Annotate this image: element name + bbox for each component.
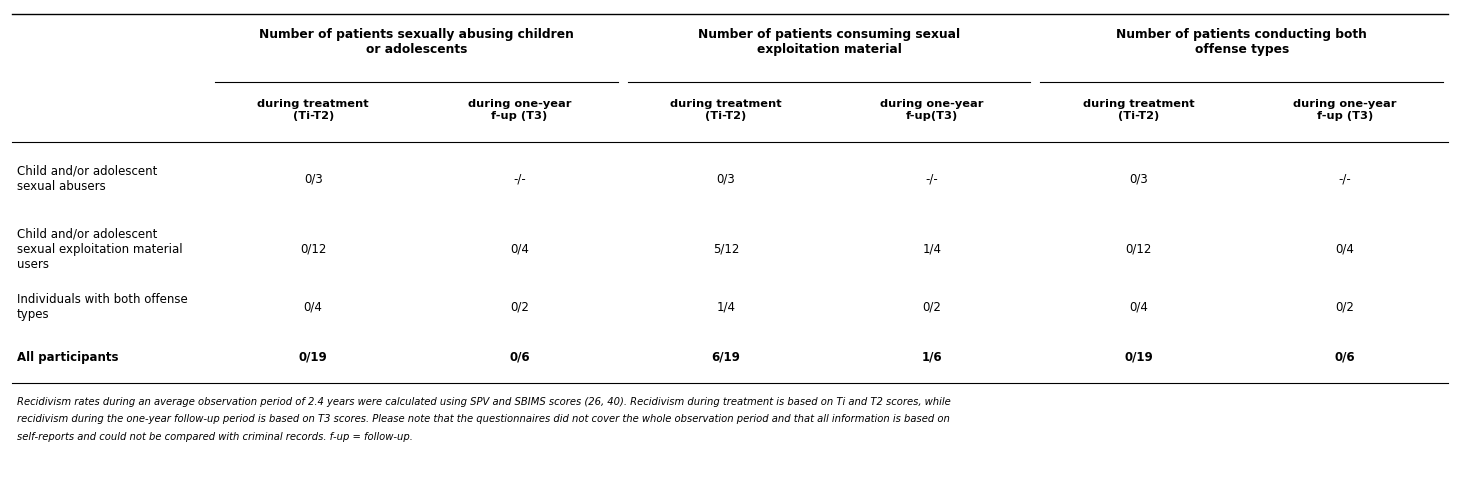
Text: Number of patients conducting both
offense types: Number of patients conducting both offen… — [1117, 28, 1367, 56]
Text: 0/2: 0/2 — [923, 300, 942, 313]
Text: Number of patients sexually abusing children
or adolescents: Number of patients sexually abusing chil… — [258, 28, 574, 56]
Text: 0/4: 0/4 — [510, 242, 529, 255]
Text: Number of patients consuming sexual
exploitation material: Number of patients consuming sexual expl… — [698, 28, 961, 56]
Text: All participants: All participants — [18, 351, 118, 364]
Text: 0/3: 0/3 — [304, 172, 323, 185]
Text: Child and/or adolescent
sexual abusers: Child and/or adolescent sexual abusers — [18, 165, 158, 193]
Text: Recidivism rates during an average observation period of 2.4 years were calculat: Recidivism rates during an average obser… — [18, 397, 950, 407]
Text: Individuals with both offense
types: Individuals with both offense types — [18, 293, 188, 321]
Text: 0/4: 0/4 — [304, 300, 323, 313]
Text: -/-: -/- — [1339, 172, 1351, 185]
Text: 1/4: 1/4 — [923, 242, 942, 255]
Text: during one-year
f-up (T3): during one-year f-up (T3) — [467, 99, 571, 121]
Text: during treatment
(Ti-T2): during treatment (Ti-T2) — [257, 99, 369, 121]
Text: 1/4: 1/4 — [717, 300, 736, 313]
Text: 0/4: 0/4 — [1336, 242, 1355, 255]
Text: 0/12: 0/12 — [299, 242, 327, 255]
Text: 0/2: 0/2 — [1336, 300, 1355, 313]
Text: 0/6: 0/6 — [510, 351, 530, 364]
Text: recidivism during the one-year follow-up period is based on T3 scores. Please no: recidivism during the one-year follow-up… — [18, 414, 950, 424]
Text: 0/12: 0/12 — [1126, 242, 1152, 255]
Text: 6/19: 6/19 — [711, 351, 740, 364]
Text: during one-year
f-up (T3): during one-year f-up (T3) — [1294, 99, 1397, 121]
Text: -/-: -/- — [926, 172, 939, 185]
Text: self-reports and could not be compared with criminal records. f-up = follow-up.: self-reports and could not be compared w… — [18, 432, 413, 442]
Text: during treatment
(Ti-T2): during treatment (Ti-T2) — [1083, 99, 1194, 121]
Text: 0/3: 0/3 — [1129, 172, 1148, 185]
Text: 0/2: 0/2 — [510, 300, 529, 313]
Text: 0/19: 0/19 — [299, 351, 327, 364]
Text: 0/6: 0/6 — [1334, 351, 1355, 364]
Text: -/-: -/- — [512, 172, 526, 185]
Text: during one-year
f-up(T3): during one-year f-up(T3) — [880, 99, 984, 121]
Text: 1/6: 1/6 — [921, 351, 943, 364]
Text: during treatment
(Ti-T2): during treatment (Ti-T2) — [670, 99, 781, 121]
Text: 0/4: 0/4 — [1129, 300, 1148, 313]
Text: 0/3: 0/3 — [717, 172, 736, 185]
Text: 5/12: 5/12 — [712, 242, 739, 255]
Text: Child and/or adolescent
sexual exploitation material
users: Child and/or adolescent sexual exploitat… — [18, 228, 183, 271]
Text: 0/19: 0/19 — [1124, 351, 1153, 364]
